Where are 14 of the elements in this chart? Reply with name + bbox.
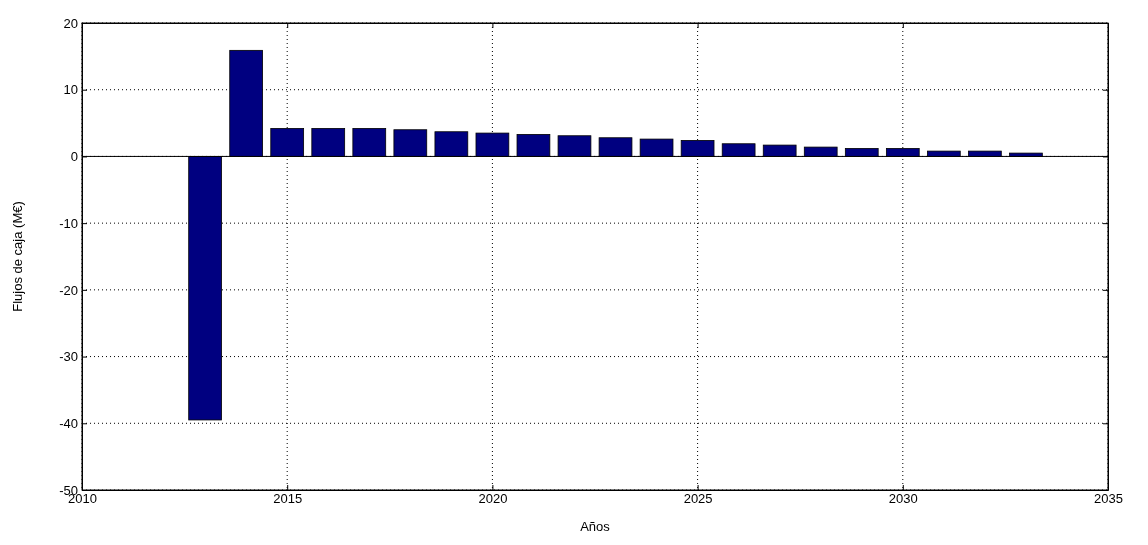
y-tick-label: -30	[59, 349, 78, 365]
y-tick-label: 10	[63, 82, 78, 98]
y-tick-label: -40	[59, 415, 78, 431]
y-tick-label: 20	[63, 15, 78, 31]
y-axis-title: Flujos de caja (M€)	[10, 201, 25, 312]
x-tick-label: 2035	[1094, 491, 1123, 507]
x-axis-title: Años	[580, 519, 611, 534]
y-tick-label: 0	[70, 149, 78, 165]
x-tick-label: 2025	[683, 491, 713, 507]
x-tick-label: 2015	[273, 491, 303, 507]
x-tick-label: 2030	[888, 491, 918, 507]
y-tick-label: -20	[59, 282, 78, 298]
y-tick-label: -10	[59, 215, 78, 231]
x-tick-label: 2020	[478, 491, 508, 507]
